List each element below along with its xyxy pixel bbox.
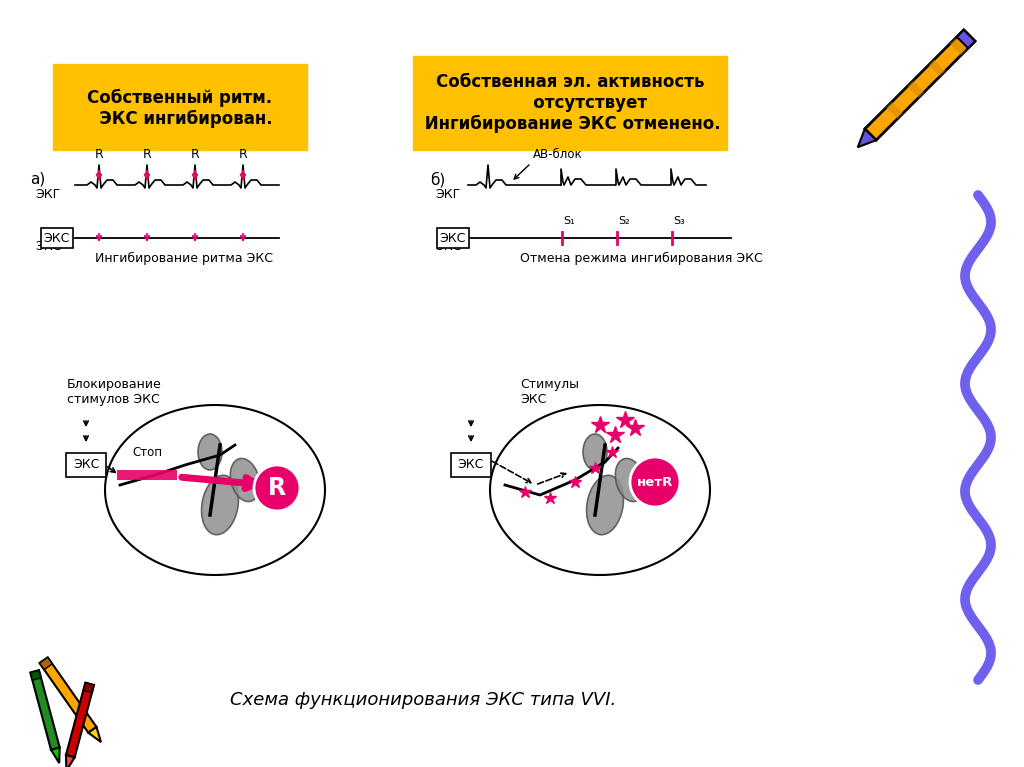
Polygon shape [886, 102, 903, 119]
Text: Схема функционирования ЭКС типа VVI.: Схема функционирования ЭКС типа VVI. [230, 691, 616, 709]
Polygon shape [865, 30, 975, 140]
Text: S₂: S₂ [618, 216, 630, 226]
Polygon shape [907, 81, 925, 97]
Ellipse shape [615, 459, 645, 502]
Text: R: R [268, 476, 286, 500]
Polygon shape [31, 670, 41, 680]
FancyBboxPatch shape [41, 228, 73, 248]
Ellipse shape [230, 459, 260, 502]
Polygon shape [51, 748, 59, 763]
Polygon shape [956, 30, 975, 48]
Text: Ингибирование ритма ЭКС: Ингибирование ритма ЭКС [95, 252, 273, 265]
Text: R: R [190, 148, 200, 161]
Text: ЭКС: ЭКС [440, 232, 466, 245]
Polygon shape [949, 38, 967, 55]
Text: ЭКС: ЭКС [458, 459, 484, 472]
Text: Отмена режима ингибирования ЭКС: Отмена режима ингибирования ЭКС [520, 252, 763, 265]
FancyBboxPatch shape [437, 228, 469, 248]
Text: R: R [94, 148, 103, 161]
Text: а): а) [30, 172, 45, 187]
Text: б): б) [430, 172, 445, 188]
Ellipse shape [198, 434, 222, 470]
Polygon shape [31, 670, 59, 750]
Polygon shape [66, 755, 75, 767]
Circle shape [254, 465, 300, 511]
Text: R: R [142, 148, 152, 161]
Text: Блокирование
стимулов ЭКС: Блокирование стимулов ЭКС [67, 378, 162, 406]
Text: Собственная эл. активность
       отсутствует
 Ингибирование ЭКС отменено.: Собственная эл. активность отсутствует И… [419, 73, 721, 133]
Text: Стоп: Стоп [132, 446, 162, 459]
Text: ЭКГ: ЭКГ [435, 188, 460, 201]
Ellipse shape [587, 476, 624, 535]
Text: Стимулы
ЭКС: Стимулы ЭКС [520, 378, 579, 406]
FancyBboxPatch shape [66, 453, 106, 477]
Text: Собственный ритм.
  ЭКС ингибирован.: Собственный ритм. ЭКС ингибирован. [87, 88, 272, 127]
Text: ЭКС: ЭКС [435, 240, 462, 253]
Text: ЭКС: ЭКС [73, 459, 99, 472]
Polygon shape [66, 683, 94, 757]
Polygon shape [40, 657, 52, 670]
Text: ЭКС: ЭКС [35, 240, 61, 253]
Ellipse shape [583, 434, 607, 470]
Text: нетR: нетR [637, 476, 673, 489]
Polygon shape [40, 657, 96, 732]
Text: ЭКС: ЭКС [44, 232, 71, 245]
Polygon shape [88, 727, 101, 742]
Bar [117, 470, 177, 480]
Text: R: R [239, 148, 248, 161]
Circle shape [630, 457, 680, 507]
Text: АВ-блок: АВ-блок [534, 148, 583, 161]
FancyBboxPatch shape [53, 64, 307, 150]
Polygon shape [83, 683, 94, 693]
Text: S₁: S₁ [563, 216, 574, 226]
FancyBboxPatch shape [451, 453, 490, 477]
Polygon shape [929, 60, 945, 77]
FancyBboxPatch shape [413, 56, 727, 150]
Polygon shape [858, 129, 877, 147]
Text: S₃: S₃ [673, 216, 685, 226]
Ellipse shape [202, 476, 239, 535]
Text: ЭКГ: ЭКГ [35, 188, 60, 201]
